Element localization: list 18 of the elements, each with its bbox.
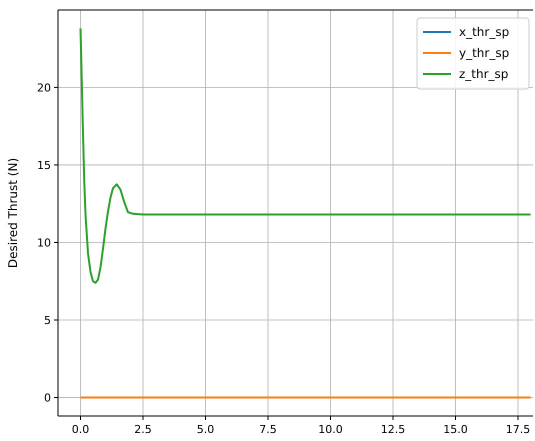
y-tick-label: 20 bbox=[37, 81, 51, 94]
x-tick-label: 17.5 bbox=[506, 423, 530, 436]
y-tick-label: 10 bbox=[37, 236, 51, 250]
x-tick-label: 0.0 bbox=[72, 423, 90, 436]
legend-label: z_thr_sp bbox=[459, 67, 508, 81]
legend-label: x_thr_sp bbox=[459, 25, 510, 39]
x-tick-label: 7.5 bbox=[259, 423, 277, 436]
x-tick-label: 2.5 bbox=[134, 423, 152, 436]
x-tick-label: 15.0 bbox=[443, 423, 468, 436]
y-tick-label: 15 bbox=[37, 158, 51, 172]
y-tick-label: 0 bbox=[44, 392, 51, 405]
x-tick-label: 5.0 bbox=[196, 423, 214, 436]
legend-label: y_thr_sp bbox=[459, 46, 510, 60]
x-tick-label: 10.0 bbox=[318, 423, 343, 436]
y-tick-label: 5 bbox=[44, 314, 51, 328]
line-series bbox=[80, 27, 532, 284]
x-tick-label: 12.5 bbox=[380, 423, 406, 436]
y-axis-title: Desired Thrust (N) bbox=[6, 158, 20, 268]
